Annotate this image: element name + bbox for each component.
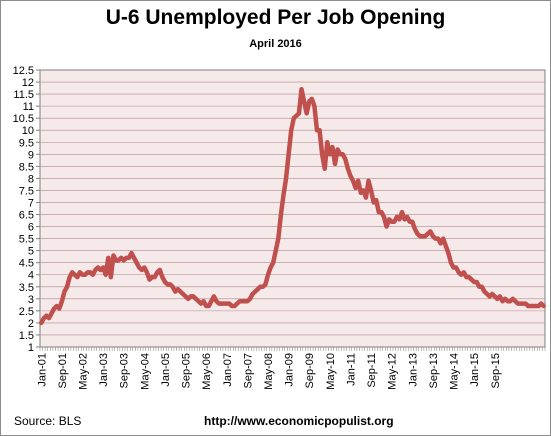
y-tick-label: 7 — [28, 197, 34, 209]
x-tick-label: Sep-05 — [181, 353, 193, 388]
x-tick-label: Jan-03 — [98, 353, 110, 387]
y-tick-label: 4 — [28, 270, 34, 282]
y-tick-label: 5 — [28, 246, 34, 258]
x-axis-ticks: Jan-01 Sep-01 May-02 Jan-03 Sep-03 May-04 Jan-… — [36, 347, 546, 390]
x-tick-label: Jan-15 — [469, 353, 481, 387]
y-tick-label: 5.5 — [19, 234, 34, 246]
x-tick-label: Jan-11 — [345, 353, 357, 386]
y-tick-label: 4.5 — [19, 258, 34, 270]
y-tick-label: 10.5 — [13, 113, 34, 125]
x-tick-label: Sep-07 — [242, 353, 254, 388]
y-tick-label: 6 — [28, 222, 34, 234]
plot-area — [39, 69, 546, 348]
y-tick-label: 11 — [23, 101, 34, 113]
x-tick-label: Sep-09 — [304, 353, 316, 388]
x-tick-label: Jan-13 — [407, 353, 419, 387]
x-tick-label: May-02 — [78, 353, 90, 390]
source-url: http://www.economicpopulist.org — [204, 414, 394, 428]
x-tick-label: May-08 — [263, 353, 275, 390]
y-tick-label: 8 — [28, 173, 34, 185]
y-tick-label: 12.5 — [13, 65, 34, 77]
y-tick-label: 3 — [28, 294, 34, 306]
y-axis-ticks: 11.522.533.544.555.566.577.588.599.51010… — [13, 65, 40, 354]
x-tick-label: May-06 — [201, 353, 213, 390]
x-tick-label: May-10 — [325, 353, 337, 390]
x-tick-label: Jan-09 — [284, 353, 296, 387]
y-tick-label: 6.5 — [19, 210, 34, 222]
y-tick-label: 1.5 — [19, 330, 34, 342]
x-tick-label: Jan-05 — [160, 353, 172, 387]
y-tick-label: 1 — [28, 342, 34, 354]
x-tick-label: May-14 — [449, 353, 461, 390]
y-tick-label: 3.5 — [19, 282, 34, 294]
y-tick-label: 12 — [22, 77, 34, 89]
y-tick-label: 9 — [28, 149, 34, 161]
source-label: Source: BLS — [14, 414, 82, 428]
y-tick-label: 2.5 — [19, 306, 34, 318]
x-tick-label: Jan-01 — [36, 353, 48, 387]
x-tick-label: Jan-07 — [222, 353, 234, 387]
series-line — [39, 87, 546, 326]
y-tick-label: 10 — [22, 125, 34, 137]
y-tick-label: 11.5 — [13, 89, 34, 101]
y-tick-label: 7.5 — [19, 185, 34, 197]
x-tick-label: Sep-13 — [428, 353, 440, 388]
y-tick-label: 8.5 — [19, 161, 34, 173]
x-tick-label: May-04 — [139, 353, 151, 390]
x-tick-label: Sep-15 — [490, 353, 502, 388]
x-tick-label: Sep-03 — [119, 353, 131, 388]
x-tick-label: Sep-11 — [366, 353, 378, 388]
chart-title: U-6 Unemployed Per Job Opening — [105, 6, 446, 29]
y-tick-label: 2 — [28, 318, 34, 330]
x-tick-label: Sep-01 — [57, 353, 69, 388]
x-tick-label: May-12 — [387, 353, 399, 390]
chart-subtitle: April 2016 — [249, 38, 302, 50]
y-tick-label: 9.5 — [19, 137, 34, 149]
